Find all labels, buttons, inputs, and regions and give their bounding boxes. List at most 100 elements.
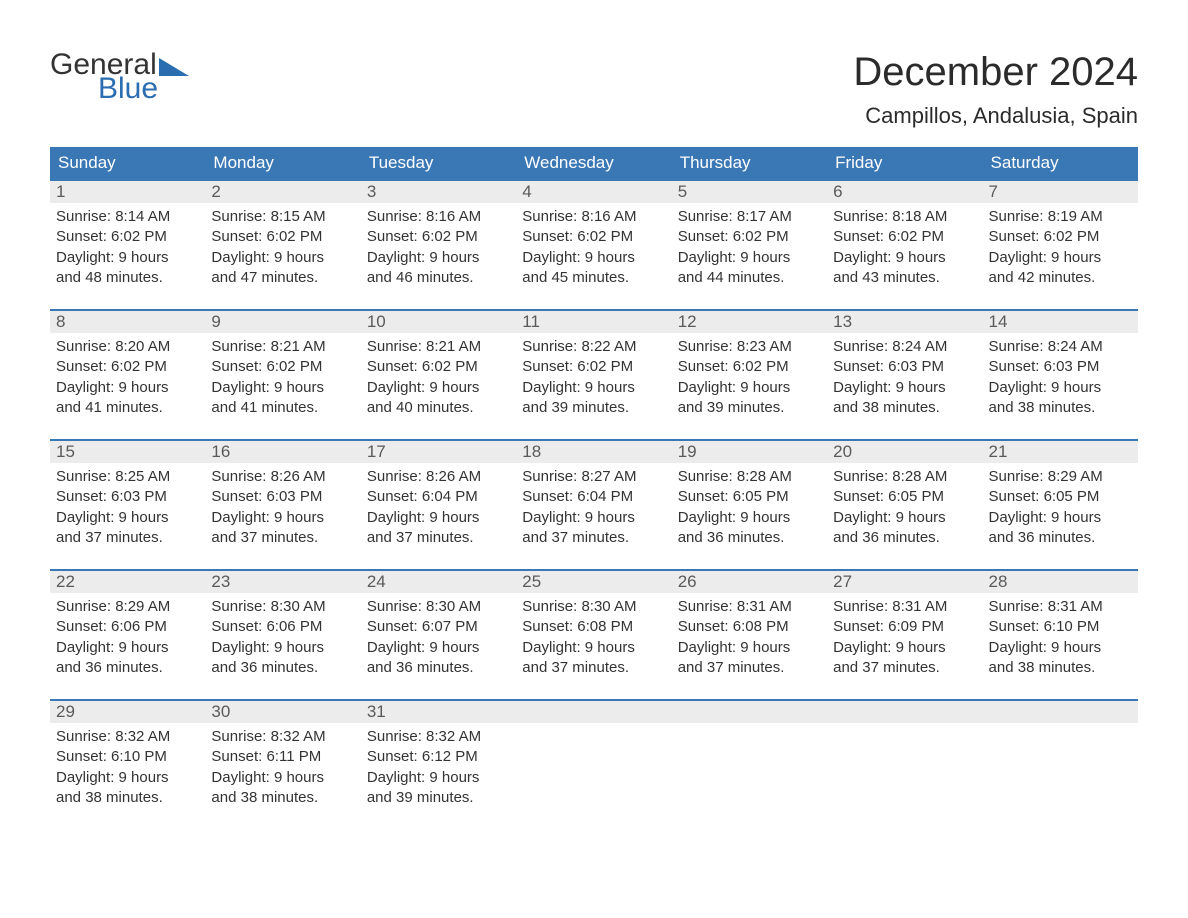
daynum-row: 12 <box>672 311 827 333</box>
day-sunset: Sunset: 6:08 PM <box>522 617 665 637</box>
daynum-row: 3 <box>361 181 516 203</box>
day-details: Sunrise: 8:24 AMSunset: 6:03 PMDaylight:… <box>983 333 1138 418</box>
calendar-cell: 7Sunrise: 8:19 AMSunset: 6:02 PMDaylight… <box>983 181 1138 291</box>
day-number: 26 <box>678 572 697 591</box>
day-sunset: Sunset: 6:10 PM <box>56 747 199 767</box>
day-daylight2: and 47 minutes. <box>211 268 354 288</box>
calendar-week: 15Sunrise: 8:25 AMSunset: 6:03 PMDayligh… <box>50 439 1138 551</box>
day-sunrise: Sunrise: 8:20 AM <box>56 337 199 357</box>
day-daylight1: Daylight: 9 hours <box>367 378 510 398</box>
day-details: Sunrise: 8:23 AMSunset: 6:02 PMDaylight:… <box>672 333 827 418</box>
day-daylight2: and 36 minutes. <box>211 658 354 678</box>
calendar-cell: 31Sunrise: 8:32 AMSunset: 6:12 PMDayligh… <box>361 701 516 811</box>
daynum-row: . <box>983 701 1138 723</box>
day-number: 24 <box>367 572 386 591</box>
title-block: December 2024 Campillos, Andalusia, Spai… <box>853 50 1138 129</box>
day-daylight2: and 36 minutes. <box>678 528 821 548</box>
calendar-cell: 10Sunrise: 8:21 AMSunset: 6:02 PMDayligh… <box>361 311 516 421</box>
day-daylight2: and 39 minutes. <box>367 788 510 808</box>
day-daylight1: Daylight: 9 hours <box>367 638 510 658</box>
day-sunrise: Sunrise: 8:22 AM <box>522 337 665 357</box>
day-number: 10 <box>367 312 386 331</box>
calendar-cell: . <box>983 701 1138 811</box>
day-daylight2: and 37 minutes. <box>522 658 665 678</box>
day-daylight2: and 38 minutes. <box>989 658 1132 678</box>
day-details: Sunrise: 8:18 AMSunset: 6:02 PMDaylight:… <box>827 203 982 288</box>
day-number: 17 <box>367 442 386 461</box>
daynum-row: 15 <box>50 441 205 463</box>
day-number: 20 <box>833 442 852 461</box>
day-daylight1: Daylight: 9 hours <box>56 378 199 398</box>
day-sunset: Sunset: 6:06 PM <box>56 617 199 637</box>
day-sunset: Sunset: 6:11 PM <box>211 747 354 767</box>
day-details: Sunrise: 8:32 AMSunset: 6:11 PMDaylight:… <box>205 723 360 808</box>
daynum-row: 21 <box>983 441 1138 463</box>
day-number: 15 <box>56 442 75 461</box>
day-details: Sunrise: 8:29 AMSunset: 6:06 PMDaylight:… <box>50 593 205 678</box>
calendar-cell: 13Sunrise: 8:24 AMSunset: 6:03 PMDayligh… <box>827 311 982 421</box>
day-sunrise: Sunrise: 8:32 AM <box>211 727 354 747</box>
day-details: Sunrise: 8:20 AMSunset: 6:02 PMDaylight:… <box>50 333 205 418</box>
day-details: Sunrise: 8:31 AMSunset: 6:09 PMDaylight:… <box>827 593 982 678</box>
day-number: 31 <box>367 702 386 721</box>
day-sunset: Sunset: 6:03 PM <box>211 487 354 507</box>
calendar-cell: 1Sunrise: 8:14 AMSunset: 6:02 PMDaylight… <box>50 181 205 291</box>
day-sunrise: Sunrise: 8:28 AM <box>678 467 821 487</box>
day-sunrise: Sunrise: 8:24 AM <box>989 337 1132 357</box>
calendar-cell: 21Sunrise: 8:29 AMSunset: 6:05 PMDayligh… <box>983 441 1138 551</box>
day-number: 13 <box>833 312 852 331</box>
dayhead-sunday: Sunday <box>50 147 205 179</box>
daynum-row: . <box>827 701 982 723</box>
day-number: 27 <box>833 572 852 591</box>
day-sunset: Sunset: 6:02 PM <box>56 357 199 377</box>
day-details: Sunrise: 8:27 AMSunset: 6:04 PMDaylight:… <box>516 463 671 548</box>
day-daylight1: Daylight: 9 hours <box>211 638 354 658</box>
daynum-row: 24 <box>361 571 516 593</box>
month-title: December 2024 <box>853 50 1138 95</box>
day-daylight2: and 38 minutes. <box>989 398 1132 418</box>
dayhead-monday: Monday <box>205 147 360 179</box>
daynum-row: 11 <box>516 311 671 333</box>
day-sunset: Sunset: 6:04 PM <box>367 487 510 507</box>
day-daylight2: and 38 minutes. <box>211 788 354 808</box>
calendar-cell: 9Sunrise: 8:21 AMSunset: 6:02 PMDaylight… <box>205 311 360 421</box>
daynum-row: 5 <box>672 181 827 203</box>
daynum-row: 26 <box>672 571 827 593</box>
day-daylight2: and 36 minutes. <box>989 528 1132 548</box>
day-number: 16 <box>211 442 230 461</box>
daynum-row: 22 <box>50 571 205 593</box>
daynum-row: 6 <box>827 181 982 203</box>
location: Campillos, Andalusia, Spain <box>853 103 1138 129</box>
calendar-cell: 16Sunrise: 8:26 AMSunset: 6:03 PMDayligh… <box>205 441 360 551</box>
day-daylight2: and 45 minutes. <box>522 268 665 288</box>
day-number: 1 <box>56 182 65 201</box>
dayhead-tuesday: Tuesday <box>361 147 516 179</box>
day-sunset: Sunset: 6:09 PM <box>833 617 976 637</box>
day-sunset: Sunset: 6:02 PM <box>211 357 354 377</box>
dayhead-thursday: Thursday <box>672 147 827 179</box>
day-sunset: Sunset: 6:05 PM <box>989 487 1132 507</box>
day-details: Sunrise: 8:29 AMSunset: 6:05 PMDaylight:… <box>983 463 1138 548</box>
day-sunrise: Sunrise: 8:16 AM <box>367 207 510 227</box>
day-daylight2: and 48 minutes. <box>56 268 199 288</box>
calendar-week: 22Sunrise: 8:29 AMSunset: 6:06 PMDayligh… <box>50 569 1138 681</box>
day-daylight2: and 38 minutes. <box>833 398 976 418</box>
day-daylight1: Daylight: 9 hours <box>56 768 199 788</box>
day-daylight2: and 41 minutes. <box>56 398 199 418</box>
day-sunset: Sunset: 6:03 PM <box>989 357 1132 377</box>
calendar-cell: . <box>827 701 982 811</box>
day-number: 28 <box>989 572 1008 591</box>
day-daylight1: Daylight: 9 hours <box>211 508 354 528</box>
day-daylight2: and 37 minutes. <box>833 658 976 678</box>
dayhead-wednesday: Wednesday <box>516 147 671 179</box>
daynum-row: 20 <box>827 441 982 463</box>
calendar-cell: 24Sunrise: 8:30 AMSunset: 6:07 PMDayligh… <box>361 571 516 681</box>
day-daylight2: and 42 minutes. <box>989 268 1132 288</box>
day-daylight1: Daylight: 9 hours <box>522 378 665 398</box>
day-details: Sunrise: 8:15 AMSunset: 6:02 PMDaylight:… <box>205 203 360 288</box>
day-sunrise: Sunrise: 8:31 AM <box>989 597 1132 617</box>
day-sunset: Sunset: 6:10 PM <box>989 617 1132 637</box>
day-details: Sunrise: 8:31 AMSunset: 6:10 PMDaylight:… <box>983 593 1138 678</box>
calendar-cell: 15Sunrise: 8:25 AMSunset: 6:03 PMDayligh… <box>50 441 205 551</box>
day-daylight2: and 36 minutes. <box>367 658 510 678</box>
